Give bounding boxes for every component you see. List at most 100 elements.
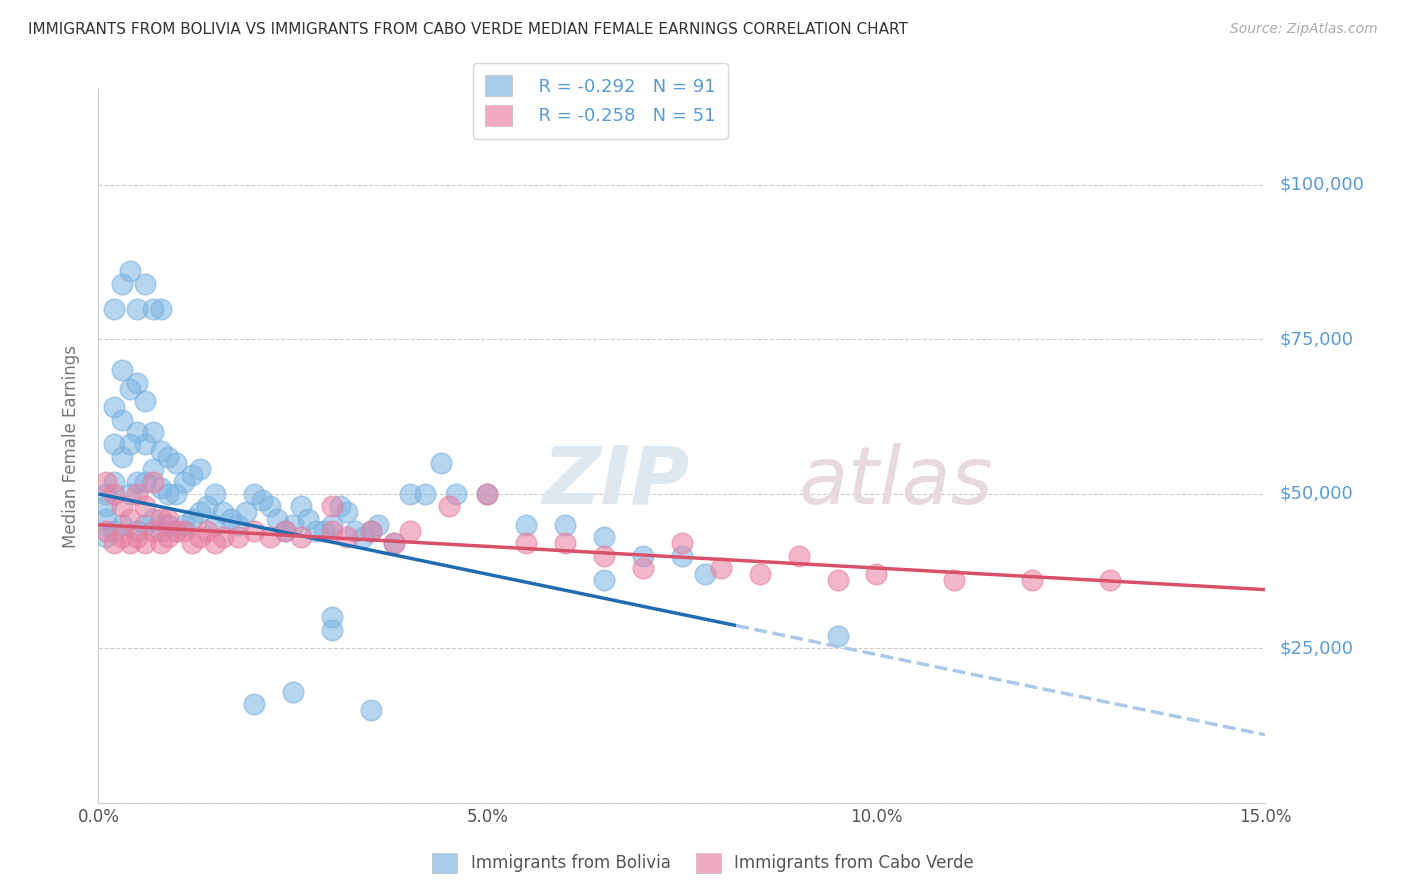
Point [103,475,125,489]
Point [321,610,343,624]
Point [787,549,810,563]
Point [413,487,436,501]
Point [118,536,141,550]
Point [382,536,405,550]
Point [96,487,118,501]
Point [360,524,382,538]
Text: IMMIGRANTS FROM BOLIVIA VS IMMIGRANTS FROM CABO VERDE MEDIAN FEMALE EARNINGS COR: IMMIGRANTS FROM BOLIVIA VS IMMIGRANTS FR… [28,22,908,37]
Point [631,561,654,575]
Point [228,530,250,544]
Point [336,505,359,519]
Point [695,567,717,582]
Point [96,524,118,538]
Point [321,500,343,514]
Point [219,511,242,525]
Point [127,301,149,316]
Point [118,264,141,278]
Point [180,536,202,550]
Point [127,376,149,390]
Point [274,524,297,538]
Point [157,530,180,544]
Point [593,549,616,563]
Point [111,277,134,291]
Point [180,511,202,525]
Text: atlas: atlas [799,442,994,521]
Point [142,462,165,476]
Point [398,524,420,538]
Point [111,450,134,464]
Point [96,511,118,525]
Point [149,536,172,550]
Point [103,401,125,415]
Point [352,530,374,544]
Point [165,456,187,470]
Point [336,530,359,544]
Point [321,623,343,637]
Point [127,475,149,489]
Point [321,524,343,538]
Point [329,500,352,514]
Point [290,530,312,544]
Point [149,524,172,538]
Point [149,301,172,316]
Point [173,475,195,489]
Point [127,530,149,544]
Point [748,567,770,582]
Point [195,500,218,514]
Point [96,500,118,514]
Point [142,425,165,439]
Point [118,511,141,525]
Text: $50,000: $50,000 [1279,485,1353,503]
Point [305,524,328,538]
Point [134,394,156,409]
Point [204,517,226,532]
Point [710,561,733,575]
Point [437,500,460,514]
Point [297,511,319,525]
Point [142,301,165,316]
Point [118,437,141,451]
Point [554,536,576,550]
Point [103,301,125,316]
Point [103,437,125,451]
Point [290,500,312,514]
Point [127,425,149,439]
Point [134,277,156,291]
Text: $75,000: $75,000 [1279,330,1354,349]
Point [118,487,141,501]
Point [157,517,180,532]
Point [943,574,966,588]
Point [149,443,172,458]
Point [1021,574,1043,588]
Point [96,475,118,489]
Point [111,413,134,427]
Point [103,524,125,538]
Point [180,468,202,483]
Point [204,487,226,501]
Point [149,511,172,525]
Point [103,536,125,550]
Point [195,524,218,538]
Point [134,517,156,532]
Point [127,524,149,538]
Point [250,493,273,508]
Point [515,517,537,532]
Point [165,524,187,538]
Point [827,574,849,588]
Point [429,456,451,470]
Point [243,697,266,711]
Point [157,487,180,501]
Point [134,437,156,451]
Point [228,517,250,532]
Point [149,481,172,495]
Point [111,517,134,532]
Point [1098,574,1121,588]
Point [173,517,195,532]
Point [111,500,134,514]
Point [671,536,693,550]
Point [235,505,257,519]
Y-axis label: Median Female Earnings: Median Female Earnings [62,344,80,548]
Text: Source: ZipAtlas.com: Source: ZipAtlas.com [1230,22,1378,37]
Point [204,536,226,550]
Point [142,475,165,489]
